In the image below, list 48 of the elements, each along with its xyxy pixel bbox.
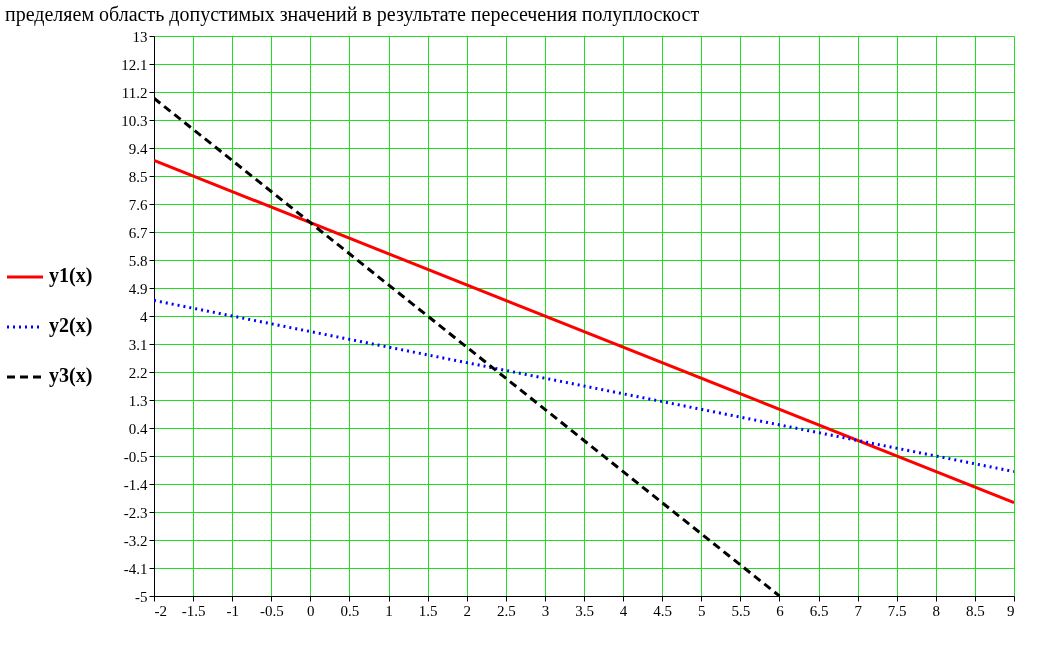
y-tick-label: 10.3 <box>121 112 148 129</box>
y-tick-label: 7.6 <box>128 196 148 213</box>
x-tick-label: 6.5 <box>809 602 829 619</box>
y-tick-label: -1.4 <box>123 476 148 493</box>
y-tick-label: 3.1 <box>128 336 148 353</box>
x-tick-label: 4 <box>619 602 628 619</box>
legend-label: y3(x) <box>49 364 93 387</box>
x-tick-label: 3.5 <box>575 602 594 619</box>
x-tick-label: 9 <box>1007 602 1015 619</box>
x-tick-label: 5.5 <box>731 602 751 619</box>
x-tick-label: 1.5 <box>418 602 438 619</box>
y-tick-label: 13 <box>132 28 148 45</box>
y-tick-label: -3.2 <box>123 532 148 549</box>
y-tick-label: 4 <box>140 308 148 325</box>
x-tick-label: -2 <box>154 602 167 619</box>
x-tick-label: 3 <box>541 602 550 619</box>
legend-label: y1(x) <box>49 264 93 287</box>
x-tick-label: 0.5 <box>340 602 360 619</box>
y-tick-label: 0.4 <box>128 420 148 437</box>
x-tick-label: 4.5 <box>653 602 673 619</box>
x-tick-label: 1 <box>385 602 393 619</box>
y-tick-label: -4.1 <box>123 560 148 577</box>
y-tick-label: 2.2 <box>128 364 148 381</box>
y-tick-label: -0.5 <box>123 448 148 465</box>
x-tick-label: 2.5 <box>496 602 516 619</box>
y-tick-label: 4.9 <box>128 280 148 297</box>
y-tick-label: 8.5 <box>128 168 148 185</box>
y-tick-label: 6.7 <box>128 224 148 241</box>
legend-label: y2(x) <box>49 314 93 337</box>
y-tick-label: 5.8 <box>128 252 148 269</box>
x-tick-label: -0.5 <box>259 602 284 619</box>
x-tick-label: 2 <box>463 602 471 619</box>
x-tick-label: 7.5 <box>887 602 907 619</box>
text: пределяем область допустимых значений в результате пересечения полуплоскост <box>5 3 700 26</box>
x-tick-label: -1.5 <box>181 602 206 619</box>
y-tick-label: 12.1 <box>121 56 148 73</box>
x-tick-label: 5 <box>698 602 706 619</box>
y-tick-label: 9.4 <box>128 140 148 157</box>
x-tick-label: 7 <box>854 602 863 619</box>
x-tick-label: 0 <box>307 602 315 619</box>
y-tick-label: 1.3 <box>128 392 148 409</box>
x-tick-label: -1 <box>226 602 239 619</box>
x-tick-label: 8 <box>932 602 941 619</box>
y-tick-label: -5 <box>135 588 148 605</box>
y-tick-label: -2.3 <box>123 504 148 521</box>
x-tick-label: 6 <box>776 602 785 619</box>
y-tick-label: 11.2 <box>121 84 148 101</box>
x-tick-label: 8.5 <box>966 602 985 619</box>
